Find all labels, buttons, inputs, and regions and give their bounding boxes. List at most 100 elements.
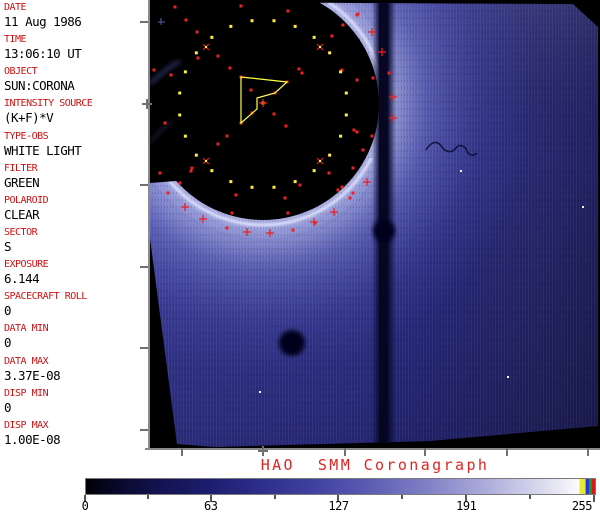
colorbar-major-tick <box>465 495 468 502</box>
field-label: POLAROID <box>4 194 49 206</box>
yellow-fiducial-dot <box>293 180 297 184</box>
field-value: 0 <box>4 303 12 319</box>
bottom-axis-line <box>145 448 600 450</box>
yellow-fiducial-dot <box>210 169 214 173</box>
field-label: EXPOSURE <box>4 259 49 271</box>
red-fiducial-dot <box>348 196 352 200</box>
image-squiggle-defect <box>425 141 478 156</box>
tick-mark <box>424 448 426 456</box>
colorbar-major-tick <box>209 495 212 502</box>
metadata-field: DATA MIN 0 <box>0 323 148 355</box>
colorbar-major-tick <box>593 495 595 502</box>
red-fiducial-dot <box>228 66 232 70</box>
streamer-wisps <box>148 18 181 144</box>
white-speck <box>582 206 584 208</box>
tick-mark <box>344 448 346 456</box>
tick-mark <box>146 99 148 109</box>
white-specks <box>259 170 584 393</box>
field-value: 6.144 <box>4 271 40 287</box>
red-fiducial-dot <box>297 67 301 71</box>
field-label: INTENSITY SOURCE <box>4 98 93 110</box>
red-fiducial-dot <box>355 130 359 134</box>
white-speck <box>507 376 509 378</box>
field-value: 11 Aug 1986 <box>4 14 82 29</box>
red-cross-mark <box>363 178 371 186</box>
colorbar-minor-tick <box>401 495 404 499</box>
yellow-fiducial-dot <box>229 180 233 184</box>
x-mark-center <box>205 160 207 162</box>
yellow-fiducial-dot <box>194 153 198 157</box>
red-fiducial-dot <box>189 169 193 173</box>
field-label: FILTER <box>4 162 38 174</box>
coronagraph-image-canvas[interactable] <box>147 0 600 448</box>
metadata-field: SECTOR S <box>0 227 148 259</box>
red-fiducial-dot <box>195 30 199 34</box>
metadata-field: FILTER GREEN <box>0 163 148 195</box>
x-mark-center <box>319 160 321 162</box>
colorbar-label: 127 <box>328 499 349 512</box>
red-fiducial-dot <box>166 191 170 195</box>
x-mark-center <box>319 46 321 48</box>
metadata-field: OBJECT SUN:CORONA <box>0 66 148 98</box>
tick-mark <box>140 429 148 431</box>
metadata-field: DATA MAX 3.37E-08 <box>0 356 148 388</box>
left-axis-line <box>148 0 150 449</box>
dark-blob <box>279 330 305 356</box>
yellow-fiducial-dot <box>344 113 348 117</box>
field-value: WHITE LIGHT <box>4 142 82 158</box>
colorbar-minor-tick <box>146 495 149 499</box>
red-fiducial-dot <box>361 148 365 152</box>
red-fiducial-dot <box>336 188 340 192</box>
x-mark-center <box>205 46 207 48</box>
tick-mark <box>140 347 148 349</box>
red-fiducial-dot <box>370 134 374 138</box>
field-label: DISP MAX <box>4 419 49 431</box>
red-fiducial-dot <box>216 54 220 58</box>
colorbar-minor-tick <box>273 495 276 499</box>
tick-mark <box>140 266 148 268</box>
colorbar-label: 191 <box>456 499 477 512</box>
red-fiducial-dot <box>313 221 317 225</box>
field-value: SUN:CORONA <box>4 78 75 94</box>
red-cross-mark <box>266 229 274 237</box>
yellow-fiducial-dot <box>339 70 343 74</box>
sun-center-cross <box>259 99 267 107</box>
red-fiducial-dot <box>286 9 290 13</box>
red-fiducial-dot <box>272 112 276 116</box>
colorbar-major-tick <box>84 495 86 502</box>
red-fiducial-dot <box>355 78 359 82</box>
red-fiducial-dot <box>190 166 194 170</box>
red-cross-mark <box>243 228 251 236</box>
dark-blob <box>373 220 395 242</box>
red-fiducial-dot <box>225 134 229 138</box>
yellow-fiducial-dot <box>339 134 343 138</box>
red-fiducial-dot <box>291 228 295 232</box>
colorbar-label: 255 <box>571 499 593 512</box>
field-value: 0 <box>4 399 12 415</box>
field-value: S <box>4 238 12 254</box>
metadata-field: TIME 13:06:10 UT <box>0 34 148 66</box>
red-fiducial-dot <box>216 142 220 146</box>
red-cross-mark <box>310 218 318 226</box>
field-value: 1.00E-08 <box>4 431 61 447</box>
tick-mark <box>181 448 183 456</box>
coronagraph-image <box>147 0 600 448</box>
yellow-fiducial-dot <box>272 185 276 189</box>
field-label: TIME <box>4 34 27 46</box>
field-label: SECTOR <box>4 226 38 238</box>
metadata-field: DISP MAX 1.00E-08 <box>0 420 148 452</box>
white-speck <box>460 170 462 172</box>
yellow-fiducial-dot <box>328 153 332 157</box>
field-value: GREEN <box>4 174 40 190</box>
red-fiducial-dot <box>341 23 345 27</box>
metadata-field: EXPOSURE 6.144 <box>0 259 148 291</box>
red-fiducial-dot <box>239 4 243 8</box>
field-label: OBJECT <box>4 66 38 78</box>
field-label: DISP MIN <box>4 387 49 399</box>
field-value: 0 <box>4 335 12 351</box>
red-cross-mark <box>389 93 397 101</box>
image-title: HAO SMM Coronagraph <box>260 456 490 474</box>
red-fiducial-dot <box>184 18 188 22</box>
red-fiducial-dot <box>284 124 288 128</box>
red-fiducial-dot <box>196 56 200 60</box>
